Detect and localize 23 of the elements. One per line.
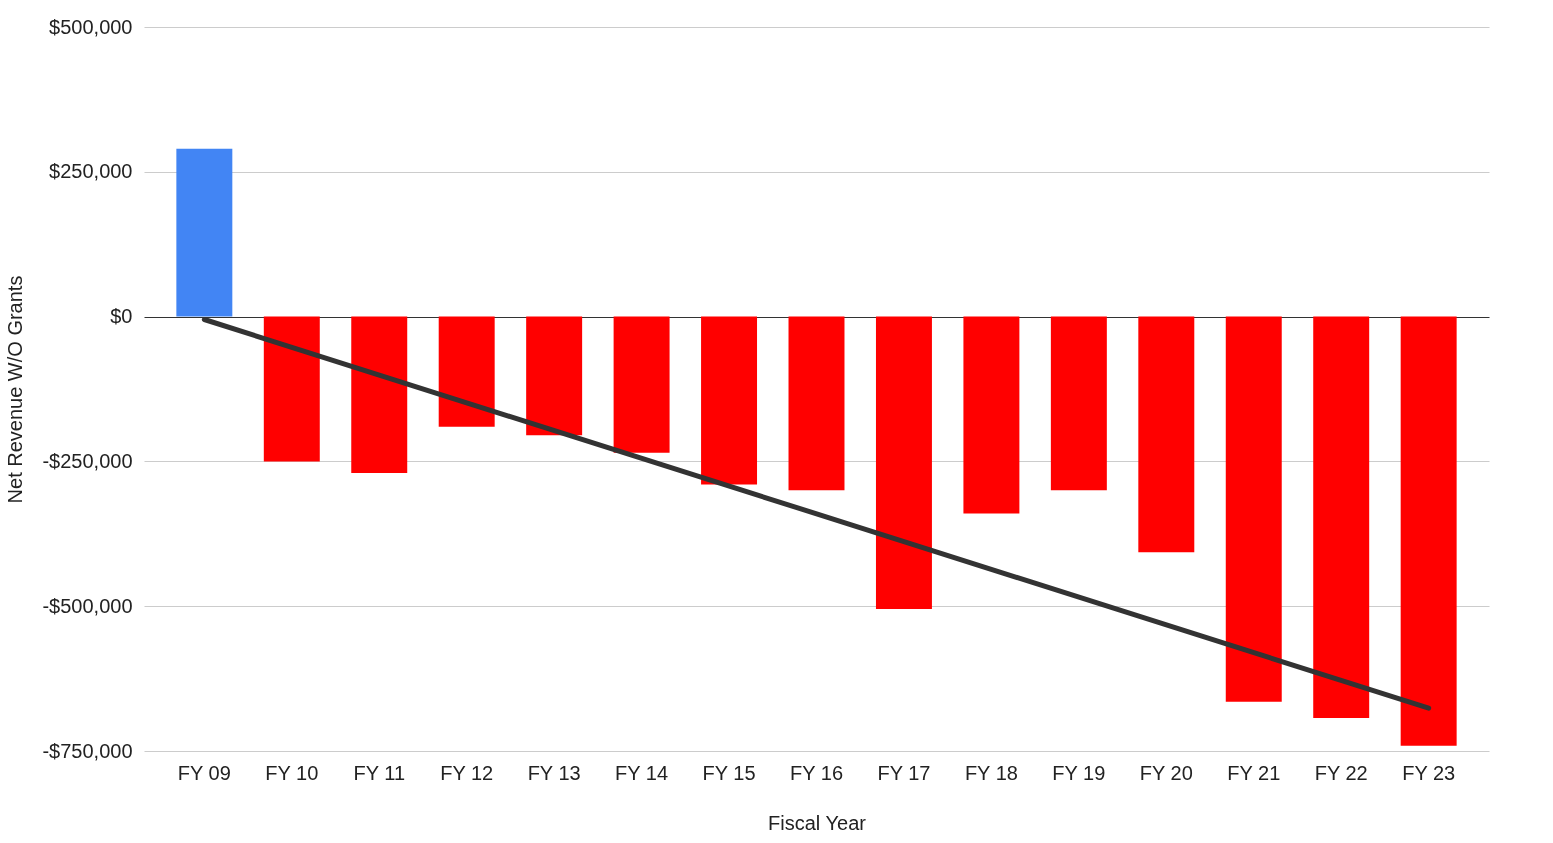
x-tick-label: FY 18 — [964, 761, 1018, 784]
x-tick-label: FY 20 — [1139, 761, 1193, 784]
x-tick-label: FY 10 — [265, 761, 319, 784]
y-tick-label: $250,000 — [49, 160, 133, 183]
x-tick-label: FY 22 — [1314, 761, 1368, 784]
y-tick-label: -$250,000 — [42, 449, 133, 472]
x-tick-label: FY 23 — [1402, 761, 1456, 784]
y-axis-title: Net Revenue W/O Grants — [4, 275, 27, 504]
x-tick-label: FY 15 — [702, 761, 756, 784]
x-tick-label: FY 09 — [177, 761, 231, 784]
x-tick-label: FY 13 — [527, 761, 581, 784]
x-tick-label: FY 21 — [1227, 761, 1281, 784]
y-tick-label: $500,000 — [49, 15, 133, 38]
x-tick-label: FY 12 — [440, 761, 494, 784]
x-axis-title: Fiscal Year — [768, 811, 867, 834]
x-tick-label: FY 17 — [877, 761, 931, 784]
x-tick-label: FY 19 — [1052, 761, 1106, 784]
y-tick-label: -$750,000 — [42, 739, 133, 762]
y-tick-label: $0 — [110, 305, 133, 328]
x-tick-label: FY 16 — [790, 761, 843, 784]
x-tick-label: FY 14 — [615, 761, 669, 784]
x-tick-label: FY 11 — [353, 761, 405, 784]
y-tick-label: -$500,000 — [42, 594, 133, 617]
